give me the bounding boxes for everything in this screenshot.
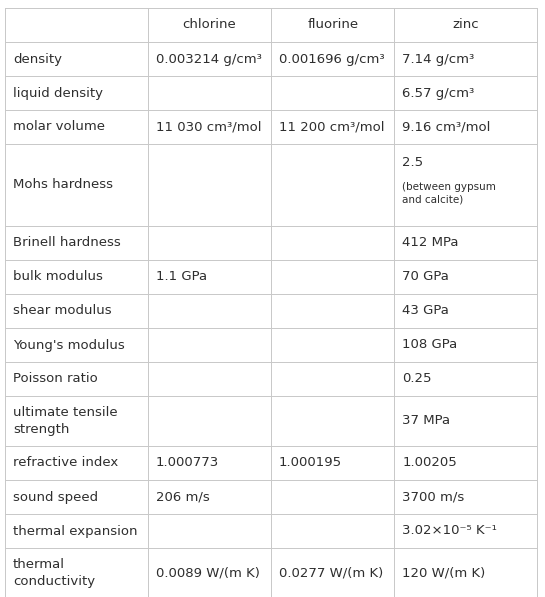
Text: chlorine: chlorine — [183, 19, 236, 32]
Text: 412 MPa: 412 MPa — [402, 236, 459, 250]
Text: 11 200 cm³/mol: 11 200 cm³/mol — [279, 121, 385, 134]
Text: 108 GPa: 108 GPa — [402, 338, 458, 352]
Text: 1.00205: 1.00205 — [402, 457, 457, 469]
Text: 70 GPa: 70 GPa — [402, 270, 449, 284]
Text: 9.16 cm³/mol: 9.16 cm³/mol — [402, 121, 491, 134]
Text: (between gypsum
and calcite): (between gypsum and calcite) — [402, 182, 496, 204]
Text: 0.25: 0.25 — [402, 373, 432, 386]
Text: 2.5: 2.5 — [402, 156, 423, 168]
Text: 3700 m/s: 3700 m/s — [402, 491, 465, 503]
Text: 11 030 cm³/mol: 11 030 cm³/mol — [155, 121, 261, 134]
Text: Brinell hardness: Brinell hardness — [13, 236, 121, 250]
Text: refractive index: refractive index — [13, 457, 118, 469]
Text: Young's modulus: Young's modulus — [13, 338, 125, 352]
Text: 6.57 g/cm³: 6.57 g/cm³ — [402, 87, 475, 100]
Text: 1.1 GPa: 1.1 GPa — [155, 270, 207, 284]
Text: zinc: zinc — [452, 19, 479, 32]
Text: 37 MPa: 37 MPa — [402, 414, 451, 427]
Text: liquid density: liquid density — [13, 87, 103, 100]
Text: Mohs hardness: Mohs hardness — [13, 179, 113, 192]
Text: 0.0089 W/(m K): 0.0089 W/(m K) — [155, 567, 259, 580]
Text: bulk modulus: bulk modulus — [13, 270, 103, 284]
Text: shear modulus: shear modulus — [13, 304, 112, 318]
Text: 7.14 g/cm³: 7.14 g/cm³ — [402, 53, 475, 66]
Text: 120 W/(m K): 120 W/(m K) — [402, 567, 486, 580]
Text: Poisson ratio: Poisson ratio — [13, 373, 98, 386]
Text: 1.000195: 1.000195 — [279, 457, 342, 469]
Text: 0.0277 W/(m K): 0.0277 W/(m K) — [279, 567, 383, 580]
Text: thermal expansion: thermal expansion — [13, 525, 137, 537]
Text: 206 m/s: 206 m/s — [155, 491, 209, 503]
Text: 43 GPa: 43 GPa — [402, 304, 449, 318]
Text: fluorine: fluorine — [307, 19, 358, 32]
Text: sound speed: sound speed — [13, 491, 98, 503]
Text: 0.003214 g/cm³: 0.003214 g/cm³ — [155, 53, 262, 66]
Text: density: density — [13, 53, 62, 66]
Text: 1.000773: 1.000773 — [155, 457, 219, 469]
Text: ultimate tensile
strength: ultimate tensile strength — [13, 407, 118, 435]
Text: 0.001696 g/cm³: 0.001696 g/cm³ — [279, 53, 385, 66]
Text: 3.02×10⁻⁵ K⁻¹: 3.02×10⁻⁵ K⁻¹ — [402, 525, 497, 537]
Text: thermal
conductivity: thermal conductivity — [13, 559, 95, 587]
Text: molar volume: molar volume — [13, 121, 105, 134]
